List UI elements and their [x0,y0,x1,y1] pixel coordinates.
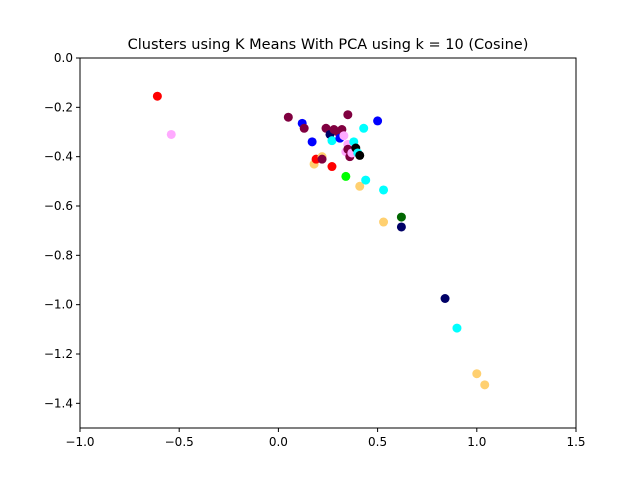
plot-area [80,58,576,428]
data-point-18 [339,131,349,141]
data-point-23 [343,110,353,120]
data-point-20 [341,171,351,181]
data-point-29 [355,150,365,160]
chart-title: Clusters using K Means With PCA using k … [128,37,529,53]
y-tick-label: −1.4 [44,396,73,410]
x-tick-label: 1.0 [467,435,486,449]
data-point-32 [361,175,371,185]
x-tick-label: 1.5 [566,435,585,449]
y-tick-label: −1.2 [44,347,73,361]
data-point-1 [166,129,176,139]
data-point-31 [359,123,369,133]
x-tick-label: −1.0 [65,435,94,449]
axis-ticks: −1.0 −0.5 0.0 0.5 1.0 1.5 0.0 −0.2 −0.4 −0.6 −0.8 −… [44,51,586,449]
y-tick-label: −0.6 [44,199,73,213]
y-tick-label: 0.0 [54,51,73,65]
data-point-2 [283,112,293,122]
data-point-40 [472,369,482,379]
data-point-4 [299,123,309,133]
data-point-0 [152,91,162,101]
data-point-38 [440,294,450,303]
data-point-13 [327,162,337,172]
data-point-30 [355,181,365,191]
y-tick-label: −0.8 [44,248,73,262]
data-point-9 [317,154,327,164]
data-point-34 [379,185,389,195]
data-point-5 [307,137,317,147]
y-tick-label: −0.4 [44,150,73,164]
y-tick-label: −1.0 [44,298,73,312]
data-point-35 [379,217,389,227]
x-tick-label: −0.5 [165,435,194,449]
data-point-36 [396,212,406,222]
x-tick-label: 0.0 [269,435,288,449]
plot-border [79,57,577,429]
data-point-39 [452,323,462,333]
data-point-41 [480,380,490,390]
data-point-12 [327,136,337,146]
x-tick-label: 0.5 [368,435,387,449]
data-point-33 [373,116,383,126]
data-point-37 [396,222,406,232]
y-tick-label: −0.2 [44,100,73,114]
data-points [152,91,490,390]
